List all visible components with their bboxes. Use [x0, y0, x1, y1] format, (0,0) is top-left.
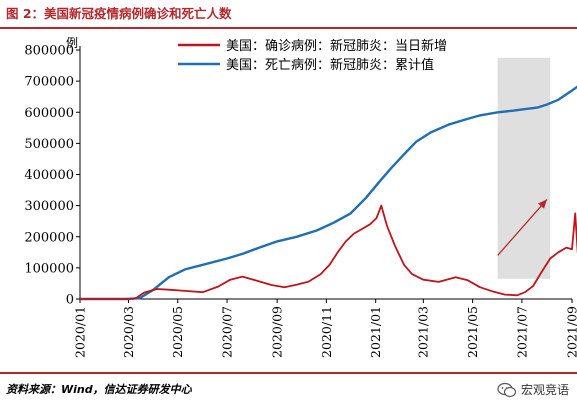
watermark: 宏观竞语 — [497, 380, 569, 400]
x-tick-label: 2021/07 — [514, 306, 529, 358]
title-rule — [0, 27, 577, 29]
x-tick-label: 2020/11 — [319, 306, 334, 358]
y-tick-label: 400000 — [24, 168, 74, 183]
watermark-text: 宏观竞语 — [520, 383, 569, 397]
legend-label-deaths: 美国：死亡病例：新冠肺炎：累计值 — [226, 57, 434, 73]
x-tick-label: 2020/09 — [269, 306, 284, 358]
y-tick-label: 800000 — [24, 44, 74, 59]
y-tick-label: 200000 — [24, 230, 74, 245]
y-tick-label: 600000 — [24, 106, 74, 121]
y-tick-label: 700000 — [24, 75, 74, 90]
x-tick-label: 2020/01 — [72, 306, 87, 358]
annotation-arrow-head — [538, 199, 547, 209]
source-rule — [0, 372, 577, 374]
legend-label-cases: 美国：确诊病例：新冠肺炎：当日新增 — [226, 38, 447, 54]
series-line-cases — [80, 204, 577, 300]
annotation-arrow-shaft — [497, 198, 548, 256]
series-line-deaths — [80, 85, 577, 301]
x-tick-label: 2021/01 — [368, 306, 383, 358]
y-axis-label: 例 — [66, 36, 78, 50]
x-tick-label: 2021/05 — [465, 306, 480, 358]
chart: 0 100000 200000 300000 400000 500000 600000 700… — [24, 36, 577, 358]
y-tick-label: 100000 — [24, 261, 74, 276]
x-tick-label: 2021/09 — [564, 306, 577, 358]
x-tick-label: 2020/07 — [219, 306, 234, 358]
x-tick-label: 2020/05 — [170, 306, 185, 358]
x-tick-label: 2020/03 — [121, 306, 136, 358]
y-tick-label: 500000 — [24, 137, 74, 152]
y-tick-label: 0 — [66, 293, 74, 308]
wechat-icon — [497, 382, 517, 398]
x-tick-label: 2021/03 — [416, 306, 431, 358]
figure-title: 图 2：美国新冠疫情病例确诊和死亡人数 — [6, 6, 232, 21]
figure-source: 资料来源：Wind，信达证券研发中心 — [6, 383, 192, 396]
y-tick-label: 300000 — [24, 199, 74, 214]
highlight-region — [497, 57, 551, 279]
